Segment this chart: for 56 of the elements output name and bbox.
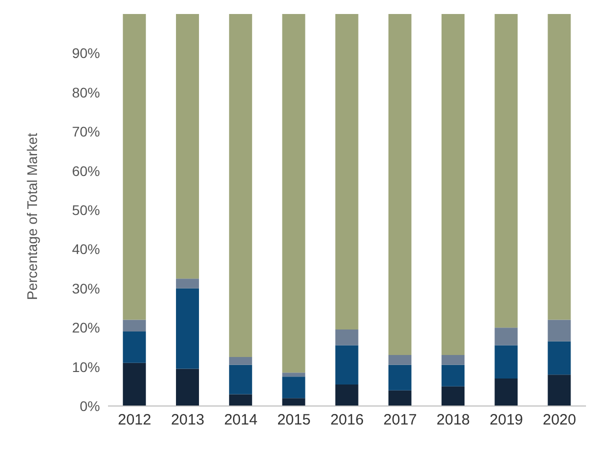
bar [388,355,412,365]
bar [494,378,518,406]
bar [282,376,306,398]
bar [442,14,465,356]
bar [494,345,518,379]
bar [548,320,571,342]
bar [176,14,199,279]
bar [335,330,358,346]
bar [176,278,199,288]
x-tick-label: 2012 [118,412,152,429]
bar [442,386,465,406]
bar [229,357,252,365]
x-tick-label: 2013 [170,412,204,429]
y-tick-label: 90% [72,45,100,62]
bar [494,14,518,328]
bar [442,355,465,365]
x-tick-label: 2017 [383,412,417,429]
x-tick-label: 2015 [277,412,311,429]
bar [548,374,571,406]
bar [282,372,306,377]
bar [122,332,146,363]
x-tick-label: 2016 [330,412,364,429]
bar [388,14,412,356]
bar [229,364,252,394]
bar [229,394,252,406]
y-tick-label: 10% [72,358,100,375]
bar [122,362,146,406]
x-tick-label: 2018 [436,412,470,429]
bar [442,364,465,386]
bar [282,14,306,373]
x-tick-label: 2019 [490,412,524,429]
bar [229,14,252,357]
bar [176,288,199,369]
x-tick-label: 2014 [224,412,258,429]
bar [176,368,199,406]
y-tick-label: 40% [72,241,100,258]
bar [548,341,571,375]
bar [282,398,306,406]
y-axis-title: Percentage of Total Market [24,132,40,300]
bar [335,14,358,330]
bar [494,328,518,346]
y-tick-label: 20% [72,320,100,336]
y-tick-label: 60% [72,162,100,179]
bar [122,14,146,320]
x-tick-label: 2020 [542,412,576,429]
bar [548,14,571,320]
y-tick-label: 50% [72,202,100,218]
bar [388,364,412,390]
y-tick-label: 0% [80,398,100,414]
bar [122,320,146,332]
bar [335,345,358,384]
bar [335,384,358,406]
y-tick-label: 70% [72,124,100,140]
bar [388,390,412,406]
y-tick-label: 30% [72,280,100,296]
y-tick-label: 80% [72,84,100,100]
